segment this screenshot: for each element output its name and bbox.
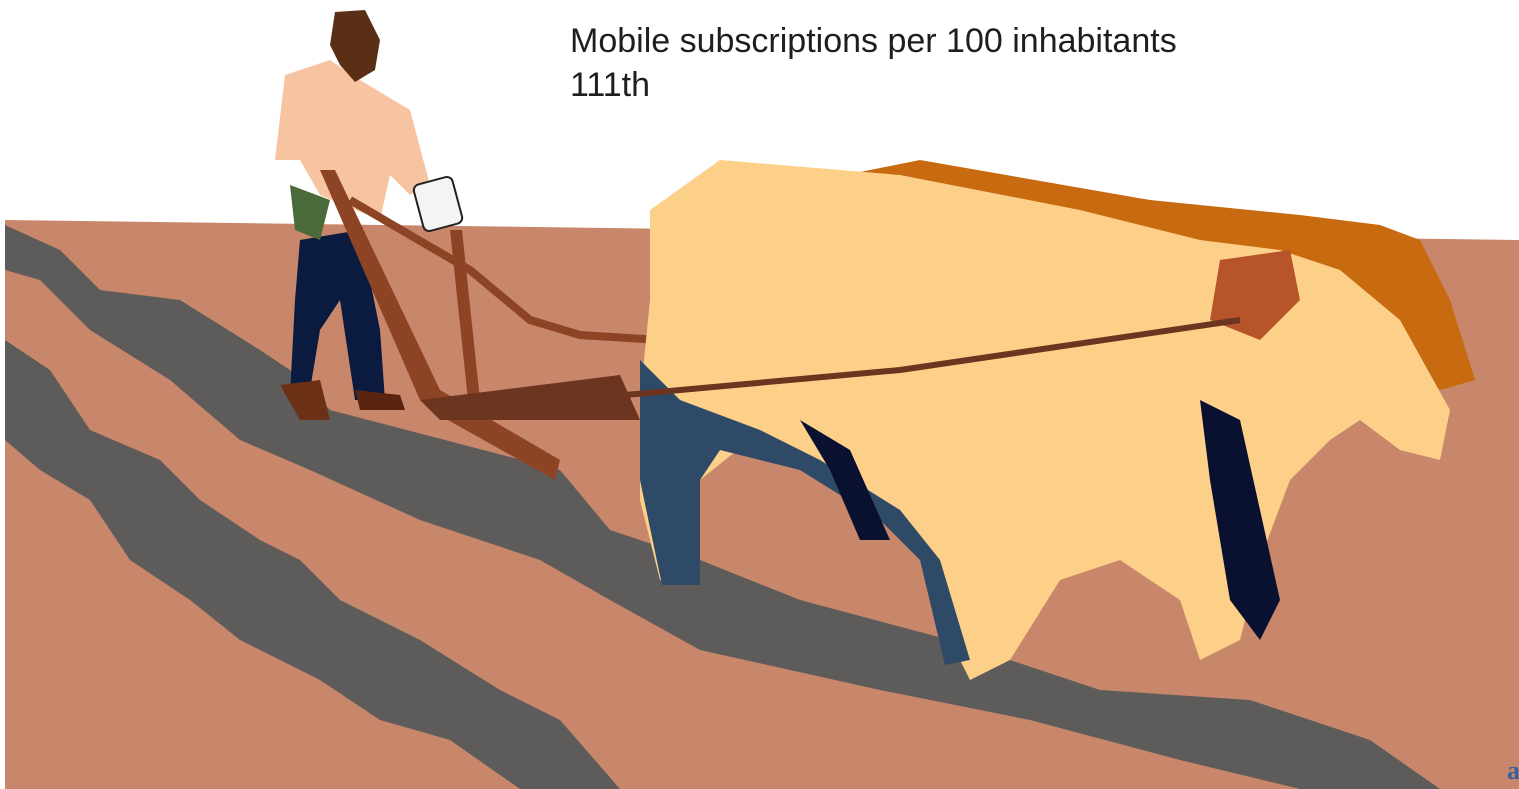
oxen <box>459 160 1475 680</box>
rank: 111th <box>570 66 651 104</box>
corner-fragment: a <box>1507 756 1519 785</box>
man <box>275 10 464 420</box>
caption: Mobile subscriptions per 100 inhabitants <box>570 22 1177 60</box>
furrow-shadows <box>5 225 1440 789</box>
